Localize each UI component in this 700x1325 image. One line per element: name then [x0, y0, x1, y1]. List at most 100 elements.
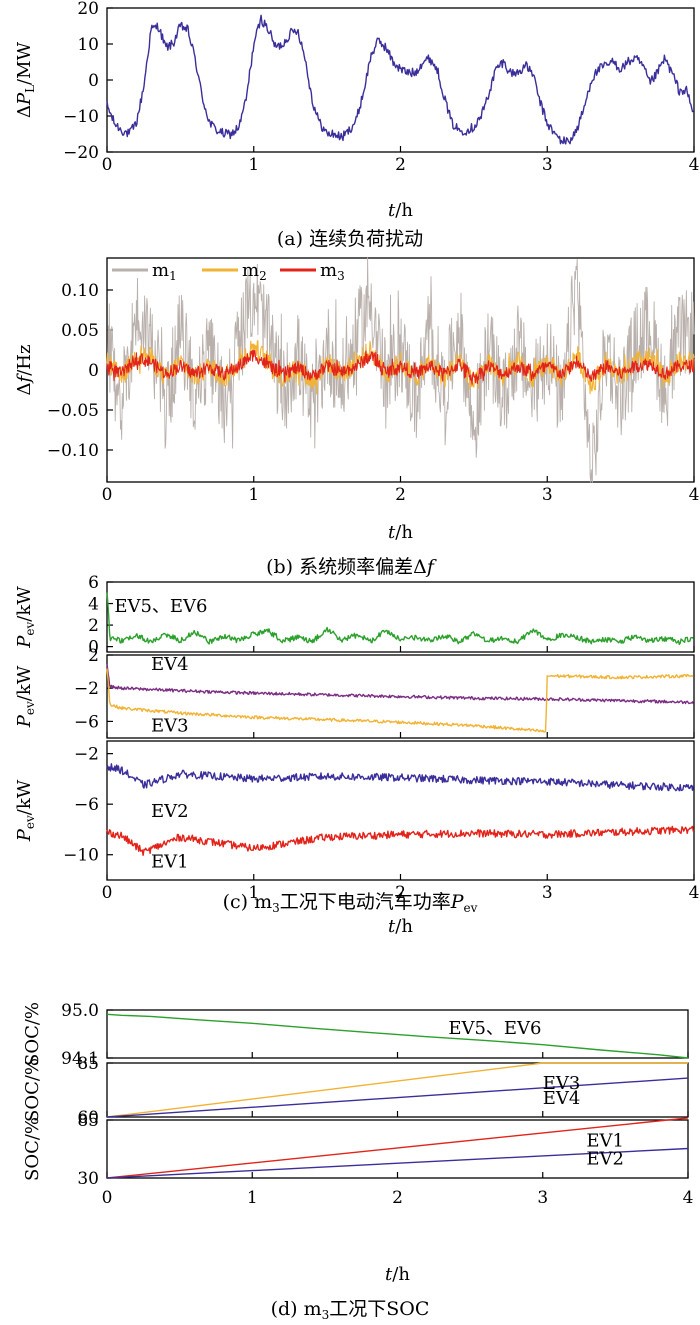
x-tick-label: 3 — [537, 1188, 548, 1208]
series-line-d2-0 — [106, 1062, 688, 1118]
caption-a: (a) 连续负荷扰动 — [277, 228, 423, 250]
y-tick-label: 94.1 — [61, 1049, 99, 1069]
y-tick-label: −0.10 — [47, 441, 99, 461]
legend-label: m2 — [242, 260, 267, 283]
x-tick-label: 4 — [689, 155, 700, 175]
y-tick-label: 4 — [88, 595, 99, 615]
y-tick-label: −2 — [74, 745, 99, 765]
series-annotation: EV2 — [151, 801, 189, 822]
y-tick-label: 0.10 — [61, 281, 99, 301]
x-tick-label: 4 — [689, 485, 700, 505]
y-tick-label: 0 — [88, 361, 99, 381]
y-axis-label: Pev/kW — [14, 586, 37, 649]
series-annotation: EV3 — [151, 715, 189, 736]
x-axis-label: t/h — [388, 200, 413, 221]
series-line-c3-0 — [106, 763, 695, 792]
y-tick-label: −0.05 — [47, 401, 99, 421]
legend: m1 m2 m3 — [112, 260, 345, 283]
y-tick-label: 0 — [88, 71, 99, 91]
series-line-c2-1 — [106, 668, 694, 733]
y-axis-label: Pev/kW — [14, 665, 37, 728]
series-annotation: EV1 — [586, 1130, 624, 1151]
legend-label: m1 — [152, 260, 177, 283]
series-line-d3-0 — [106, 1117, 689, 1179]
x-tick-label: 2 — [395, 155, 406, 175]
y-tick-label: 0 — [88, 638, 99, 658]
x-tick-label: 1 — [247, 1188, 258, 1208]
y-tick-label: 2 — [88, 646, 99, 666]
series-line-d2-1 — [106, 1077, 689, 1118]
y-tick-label: 6 — [88, 573, 99, 593]
x-tick-label: 1 — [248, 883, 259, 903]
plot-frame — [106, 740, 695, 881]
x-axis-label: t/h — [388, 522, 413, 543]
series-annotation: EV4 — [151, 654, 189, 675]
y-tick-label: 85 — [77, 1111, 99, 1131]
y-tick-label: −2 — [74, 679, 99, 699]
chart-d1: 95.0 94.1 EV5、EV6 SOC/% — [22, 1001, 689, 1069]
y-axis-label: ΔPL/MW — [14, 41, 37, 118]
plot-frame — [106, 7, 695, 153]
x-tick-label: 2 — [395, 485, 406, 505]
y-tick-label: 60 — [77, 1108, 99, 1128]
series-annotation: EV4 — [543, 1088, 581, 1109]
series-line-d1-0 — [106, 1013, 689, 1059]
y-tick-label: −10 — [63, 107, 99, 127]
y-tick-label: 2 — [88, 616, 99, 636]
x-tick-label: 0 — [102, 485, 113, 505]
series-line-c3-1 — [106, 825, 695, 856]
caption-c: (c) m3工况下电动汽车功率Pev — [223, 891, 478, 915]
x-tick-label: 4 — [689, 883, 700, 903]
y-tick-label: 20 — [77, 0, 99, 19]
series-annotation: EV5、EV6 — [114, 596, 207, 617]
x-axis-label: t/h — [388, 916, 413, 937]
y-tick-label: 30 — [77, 1169, 99, 1189]
series-line-c2-0 — [106, 663, 695, 705]
legend-label: m3 — [320, 260, 345, 283]
series-annotation: EV1 — [151, 851, 189, 872]
y-axis-label: SOC/% — [22, 1117, 43, 1181]
series-annotation: EV2 — [586, 1148, 624, 1169]
chart-b: 0.10 0.05 0 −0.05 −0.10 0 1 2 3 4 Δf/Hz t/h m1 m2 m3 — [14, 257, 700, 543]
series-annotation: EV3 — [543, 1073, 581, 1094]
x-tick-label: 3 — [542, 155, 553, 175]
y-tick-label: 10 — [77, 35, 99, 55]
y-axis-label: SOC/% — [22, 1002, 43, 1066]
series-line-a-0 — [106, 14, 694, 145]
y-tick-label: −6 — [74, 712, 99, 732]
x-tick-label: 2 — [392, 1188, 403, 1208]
y-axis-label: Pev/kW — [14, 779, 37, 842]
x-axis-label: t/h — [385, 1264, 410, 1285]
y-axis-label: Δf/Hz — [14, 345, 35, 396]
series-annotation: EV5、EV6 — [448, 1018, 541, 1039]
x-tick-label: 3 — [542, 485, 553, 505]
y-tick-label: −20 — [63, 143, 99, 163]
x-tick-label: 4 — [683, 1188, 694, 1208]
x-tick-label: 1 — [248, 155, 259, 175]
y-tick-label: −10 — [63, 846, 99, 866]
y-tick-label: 85 — [77, 1054, 99, 1074]
series-line-d3-1 — [106, 1147, 689, 1179]
chart-c3: −2 −6 −100 1 2 3 4 EV2 EV1 Pev/kW t/h — [14, 740, 700, 937]
caption-b: (b) 系统频率偏差Δf — [266, 556, 437, 578]
x-tick-label: 0 — [102, 155, 113, 175]
x-tick-label: 2 — [395, 883, 406, 903]
series-line-c1-0 — [106, 592, 694, 646]
x-tick-label: 1 — [248, 485, 259, 505]
x-tick-label: 0 — [102, 1188, 113, 1208]
plot-frame — [106, 1062, 689, 1118]
series-line-b-2 — [106, 349, 695, 385]
y-tick-label: 0.05 — [61, 321, 99, 341]
y-axis-label: SOC/% — [22, 1058, 43, 1122]
x-tick-label: 3 — [542, 883, 553, 903]
y-tick-label: −6 — [74, 795, 99, 815]
x-tick-label: 0 — [102, 883, 113, 903]
caption-d: (d) m3工况下SOC — [271, 1298, 430, 1322]
y-tick-label: 95.0 — [61, 1001, 99, 1021]
chart-c2: 2 −2 −6 EV4 EV3 Pev/kW — [14, 646, 695, 739]
